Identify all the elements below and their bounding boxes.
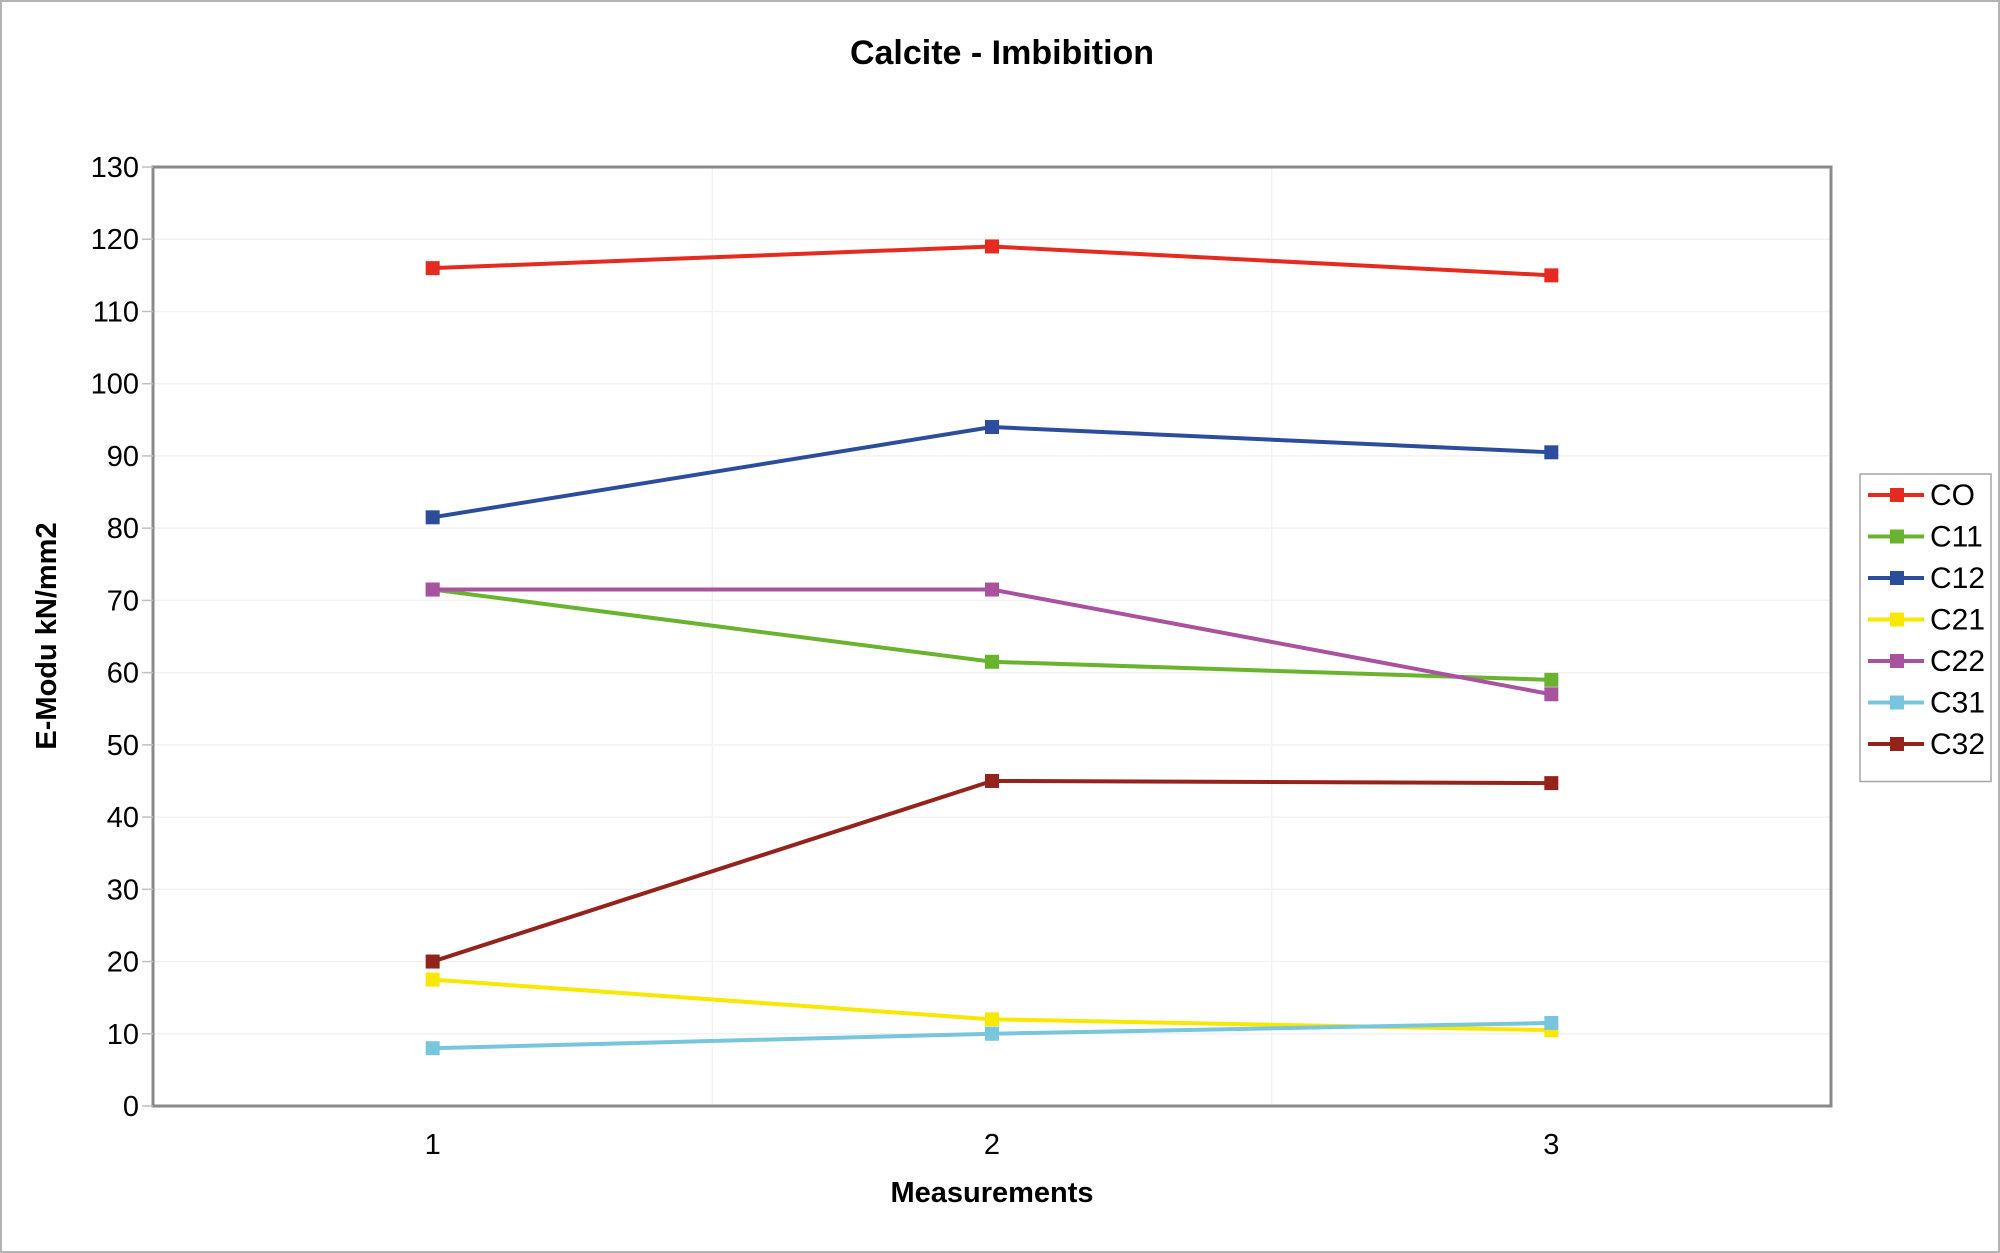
gridlines [153,167,1831,1106]
legend-marker [1890,737,1904,751]
series-c32 [425,773,1559,969]
data-point-marker [985,420,999,435]
plot-border [151,165,1833,1108]
data-point-marker [1544,776,1559,791]
series-c22 [425,582,1559,702]
data-point-marker [425,582,440,597]
legend-item: CO [1868,479,1975,512]
data-point-marker [1544,687,1559,702]
series-c11 [425,582,1559,687]
y-tick-label: 70 [107,585,139,617]
data-point-marker [1544,1015,1559,1030]
y-tick-label: 20 [107,947,139,979]
series-c12 [425,420,1559,525]
series-line [432,778,1552,964]
data-point-marker [1544,445,1559,460]
legend-marker [1890,488,1904,502]
y-tick-label: 80 [107,513,139,545]
y-tick-label: 60 [107,658,139,690]
y-tick-label: 50 [107,730,139,762]
legend-item: C11 [1868,521,1983,554]
data-point-marker [425,1041,440,1056]
data-point-marker [425,972,440,987]
legend-marker [1890,529,1904,544]
y-tick-label: 100 [91,369,139,401]
y-tick-label: 120 [91,224,139,256]
x-axis-title: Measurements [890,1177,1093,1209]
legend-label: C22 [1930,645,1985,678]
legend-label: C12 [1930,562,1985,595]
y-tick-label: 10 [107,1019,139,1051]
data-point-marker [425,261,440,276]
legend-item: C22 [1868,645,1985,678]
x-tick-label: 3 [1543,1129,1559,1161]
data-point-marker [425,510,440,525]
legend-item: C32 [1868,728,1985,761]
data-point-marker [1544,268,1559,283]
y-axis-title: E-Modu kN/mm2 [31,522,63,749]
legend-border [1859,473,1992,783]
series-line [432,587,1552,697]
data-point-marker [985,1012,999,1027]
y-tick-label: 110 [93,296,139,328]
x-tick-label: 1 [425,1129,441,1161]
legend-marker [1890,612,1904,627]
chart-title: Calcite - Imbibition [850,34,1154,72]
legend-marker [1890,571,1904,585]
legend-label: C31 [1930,687,1985,720]
x-tick-label: 2 [984,1129,1000,1161]
legend-label: C11 [1930,521,1983,554]
data-point-marker [985,582,999,597]
data-point-marker [1544,672,1559,687]
legend-marker [1890,654,1904,668]
y-axis-tick-labels: 0 10 20 30 40 50 60 70 80 90 100 110 120 130 [91,152,139,1123]
data-point-marker [985,239,999,254]
legend-marker [1890,695,1904,710]
series-co [425,239,1559,283]
series-line [432,425,1552,520]
y-tick-label: 90 [107,441,139,473]
data-point-marker [985,654,999,669]
legend-item: C31 [1868,687,1985,720]
x-axis-tick-labels: 1 2 3 [425,1129,1560,1161]
y-tick-label: 0 [123,1091,139,1123]
legend-label: C21 [1930,604,1985,637]
data-point-marker [985,773,999,788]
y-axis-ticks [142,166,153,1107]
legend-label: CO [1930,479,1975,512]
legend-label: C32 [1930,728,1985,761]
legend-item: C12 [1868,562,1985,595]
legend: CO C11 C12 C21 C22 C31 C32 [1859,473,1992,783]
data-point-marker [985,1026,999,1041]
data-point-marker [425,954,440,969]
series-c31 [425,1015,1559,1056]
y-tick-label: 40 [107,802,139,834]
y-tick-label: 130 [91,152,139,184]
legend-item: C21 [1868,604,1985,637]
series-lines [425,239,1559,1056]
y-tick-label: 30 [107,874,139,906]
